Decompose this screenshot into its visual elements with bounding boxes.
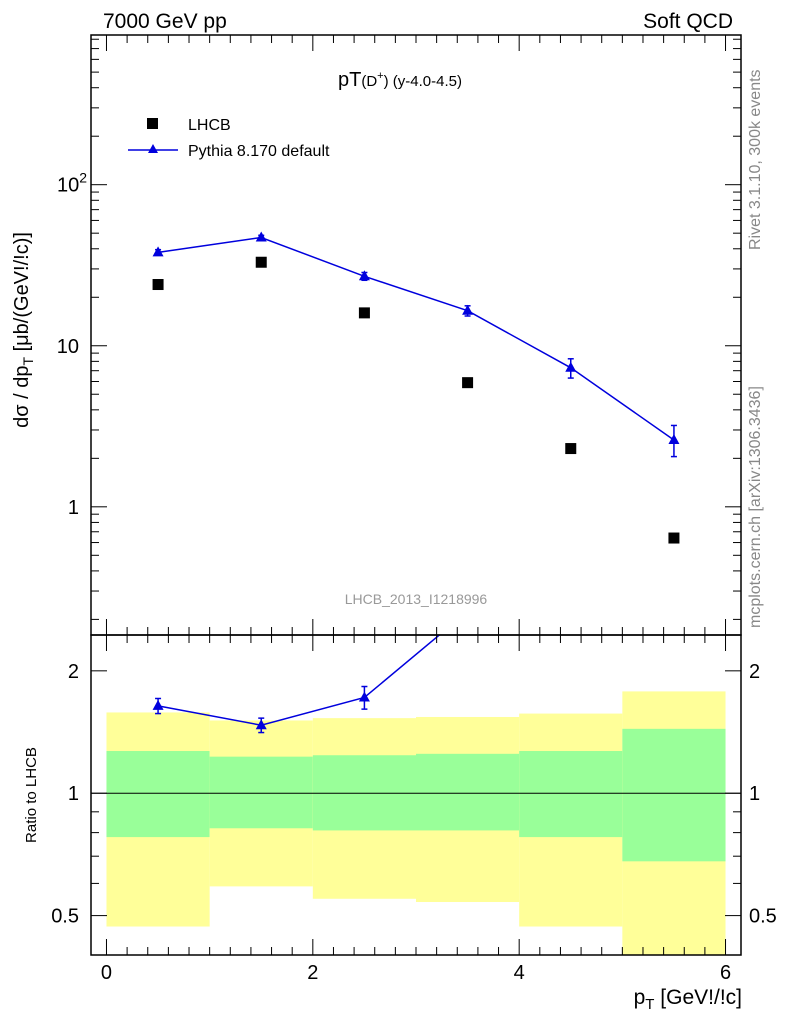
x-tick-label: 0 bbox=[101, 962, 112, 984]
legend-mc-marker bbox=[148, 144, 158, 153]
ratio-inner-band bbox=[519, 751, 623, 838]
lhcb-data-point bbox=[152, 279, 164, 291]
ratio-y-tick-label-right: 0.5 bbox=[749, 906, 777, 928]
ratio-data-point bbox=[152, 699, 164, 710]
lhcb-data-point bbox=[462, 377, 474, 389]
ratio-axis-ticks: 0.5 0.5 1 1 2 2 0 2 4 6 bbox=[51, 635, 777, 984]
ratio-series-layer bbox=[152, 635, 441, 734]
mcplots-reference-label: mcplots.cern.ch [arXiv:1306.3436] bbox=[747, 386, 764, 628]
ratio-inner-band bbox=[416, 753, 520, 831]
lhcb-data-point bbox=[358, 307, 370, 319]
mc-data-point bbox=[565, 361, 577, 372]
legend: LHCB Pythia 8.170 default bbox=[128, 117, 330, 160]
lhcb-data-point bbox=[255, 256, 267, 268]
ratio-y-tick-label: 0.5 bbox=[51, 906, 79, 928]
plot-title: pT(D+) (y-4.0-4.5) bbox=[338, 69, 462, 91]
ratio-inner-band bbox=[209, 756, 313, 829]
ratio-y-tick-label: 2 bbox=[68, 661, 79, 683]
x-tick-label: 6 bbox=[720, 962, 731, 984]
header-right-label: Soft QCD bbox=[643, 10, 733, 33]
mc-data-point bbox=[255, 231, 267, 242]
ratio-inner-band bbox=[106, 751, 210, 838]
ratio-y-axis-label: Ratio to LHCB bbox=[23, 747, 40, 843]
analysis-watermark: LHCB_2013_I1218996 bbox=[345, 591, 488, 607]
ratio-data-point bbox=[358, 691, 370, 702]
ratio-y-tick-label: 1 bbox=[68, 783, 79, 805]
rivet-version-label: Rivet 3.1.10, 300k events bbox=[747, 69, 764, 250]
mc-data-point bbox=[668, 433, 680, 444]
main-y-axis-label: dσ / dpT [μb/(GeV!/!c)] bbox=[11, 232, 36, 428]
legend-data-marker bbox=[147, 118, 158, 129]
ratio-y-tick-label-right: 1 bbox=[749, 783, 760, 805]
x-axis-label: pT [GeV!/!c] bbox=[634, 986, 742, 1013]
header-left-label: 7000 GeV pp bbox=[103, 10, 227, 33]
lhcb-data-point bbox=[668, 532, 680, 544]
mc-data-point bbox=[358, 270, 370, 281]
lhcb-data-point bbox=[565, 443, 577, 455]
ratio-inner-band bbox=[622, 728, 726, 862]
legend-data-label: LHCB bbox=[188, 117, 231, 134]
main-axis-ticks: 1 10 102 bbox=[57, 35, 741, 635]
ratio-uncertainty-bands bbox=[91, 691, 741, 955]
ratio-y-tick-label-right: 2 bbox=[749, 661, 760, 683]
main-series-layer bbox=[152, 231, 680, 544]
legend-mc-label: Pythia 8.170 default bbox=[188, 143, 330, 160]
x-tick-label: 4 bbox=[514, 962, 525, 984]
mc-data-point bbox=[462, 304, 474, 315]
x-tick-label: 2 bbox=[307, 962, 318, 984]
ratio-data-point bbox=[255, 719, 267, 730]
main-y-tick-label: 102 bbox=[57, 170, 87, 197]
mc-data-point bbox=[152, 246, 164, 257]
mc-series-line bbox=[157, 236, 675, 441]
main-y-tick-label: 10 bbox=[57, 336, 79, 358]
ratio-series-line bbox=[157, 635, 441, 726]
main-y-tick-label: 1 bbox=[68, 497, 79, 519]
